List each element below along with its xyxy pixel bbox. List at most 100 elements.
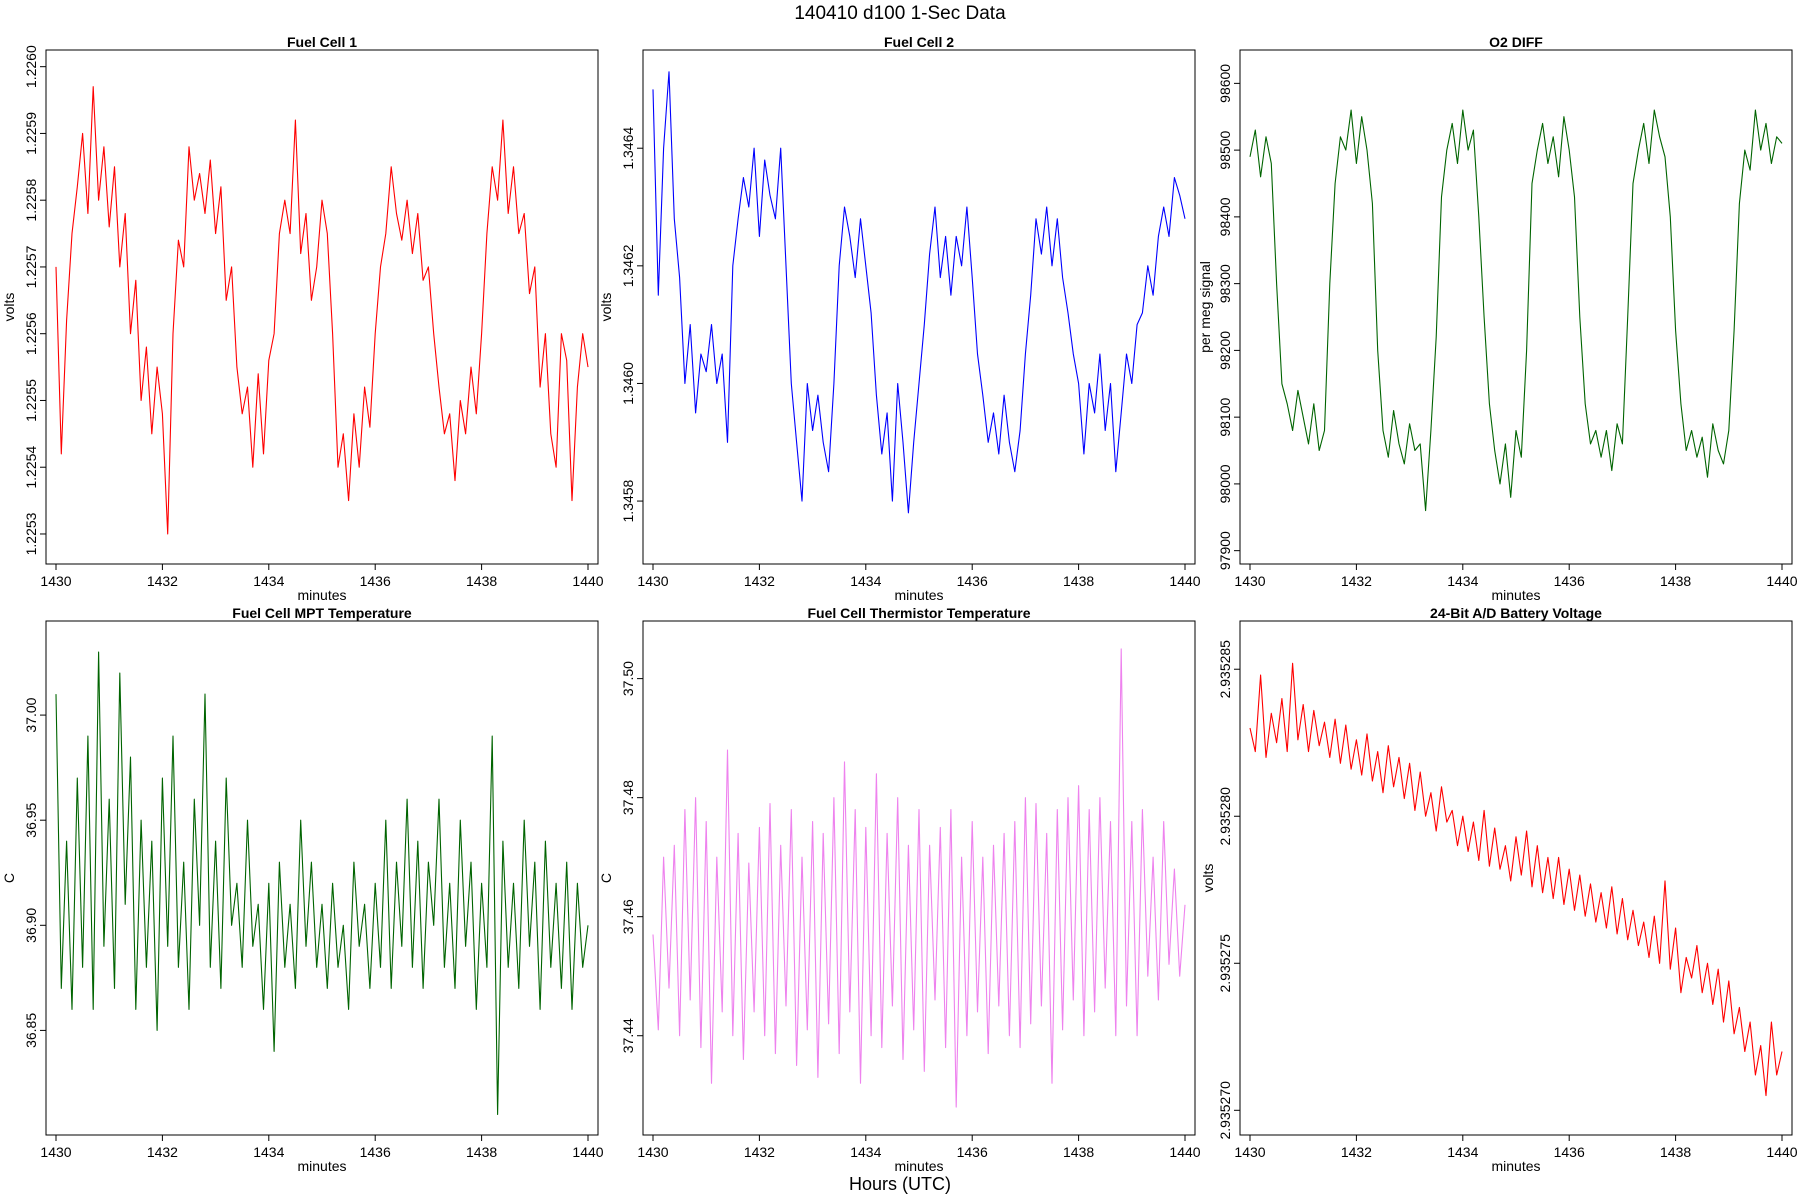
x-tick-label: 1434 bbox=[850, 573, 881, 589]
x-axis-label: minutes bbox=[894, 1158, 943, 1174]
panel-battery-voltage: 24-Bit A/D Battery Voltage minutes volts… bbox=[1200, 605, 1798, 1174]
y-tick-label: 1.3460 bbox=[620, 362, 636, 405]
x-tick-label: 1436 bbox=[957, 1144, 988, 1160]
x-tick-label: 1434 bbox=[253, 1144, 284, 1160]
y-tick-label: 36.90 bbox=[23, 908, 39, 943]
x-tick-label: 1430 bbox=[637, 1144, 668, 1160]
x-tick-label: 1440 bbox=[572, 573, 603, 589]
y-tick-group: 1.3458 1.3460 1.3462 1.3464 bbox=[620, 127, 643, 522]
x-tick-group: 1430 1432 1434 1436 1438 1440 bbox=[637, 1135, 1201, 1160]
y-tick-label: 1.3464 bbox=[620, 127, 636, 170]
y-tick-label: 37.46 bbox=[620, 899, 636, 934]
y-tick-label: 1.2253 bbox=[23, 512, 39, 555]
panel-title: 24-Bit A/D Battery Voltage bbox=[1430, 605, 1602, 621]
x-tick-label: 1436 bbox=[1554, 573, 1585, 589]
y-axis-label: C bbox=[1, 873, 17, 883]
y-tick-label: 2.935275 bbox=[1217, 934, 1233, 993]
y-tick-group: 36.85 36.90 36.95 37.00 bbox=[23, 697, 46, 1048]
y-tick-group: 2.935270 2.935275 2.935280 2.935285 bbox=[1217, 640, 1240, 1140]
y-tick-label: 98500 bbox=[1217, 130, 1233, 169]
x-tick-label: 1434 bbox=[850, 1144, 881, 1160]
x-tick-label: 1440 bbox=[1169, 573, 1200, 589]
y-tick-label: 2.935280 bbox=[1217, 787, 1233, 846]
x-axis-label: minutes bbox=[894, 587, 943, 603]
x-tick-label: 1440 bbox=[1169, 1144, 1200, 1160]
y-tick-label: 2.935270 bbox=[1217, 1081, 1233, 1140]
panel-title: Fuel Cell 1 bbox=[287, 34, 357, 50]
x-axis-label: minutes bbox=[1491, 1158, 1540, 1174]
y-tick-label: 1.2257 bbox=[23, 245, 39, 288]
x-tick-label: 1432 bbox=[147, 1144, 178, 1160]
plot-frame bbox=[642, 620, 1196, 1136]
x-tick-label: 1434 bbox=[1447, 1144, 1478, 1160]
x-tick-label: 1438 bbox=[1063, 1144, 1094, 1160]
series-line bbox=[1249, 662, 1783, 1097]
x-tick-group: 1430 1432 1434 1436 1438 1440 bbox=[40, 1135, 604, 1160]
y-tick-label: 1.2258 bbox=[23, 179, 39, 222]
y-tick-label: 37.48 bbox=[620, 780, 636, 815]
series-line bbox=[1249, 109, 1783, 512]
y-tick-label: 37.50 bbox=[620, 661, 636, 696]
x-tick-label: 1440 bbox=[1766, 1144, 1797, 1160]
plot-frame bbox=[1239, 49, 1793, 565]
x-tick-label: 1432 bbox=[1341, 1144, 1372, 1160]
x-tick-label: 1440 bbox=[572, 1144, 603, 1160]
x-tick-label: 1438 bbox=[466, 573, 497, 589]
x-tick-group: 1430 1432 1434 1436 1438 1440 bbox=[637, 564, 1201, 589]
y-axis-label: volts bbox=[1200, 864, 1216, 893]
plot-frame bbox=[1239, 620, 1793, 1136]
x-axis-label: minutes bbox=[297, 587, 346, 603]
y-tick-label: 97900 bbox=[1217, 531, 1233, 570]
x-tick-label: 1440 bbox=[1766, 573, 1797, 589]
x-tick-label: 1430 bbox=[40, 1144, 71, 1160]
y-tick-label: 1.2260 bbox=[23, 45, 39, 88]
y-tick-group: 37.44 37.46 37.48 37.50 bbox=[620, 661, 643, 1053]
y-tick-label: 37.44 bbox=[620, 1018, 636, 1053]
y-tick-label: 36.95 bbox=[23, 802, 39, 837]
y-axis-label: C bbox=[598, 873, 614, 883]
y-tick-label: 1.2255 bbox=[23, 379, 39, 422]
page-title: 140410 d100 1-Sec Data bbox=[794, 3, 1006, 24]
y-tick-label: 1.2254 bbox=[23, 446, 39, 489]
series-line bbox=[55, 86, 589, 535]
x-tick-label: 1430 bbox=[1234, 573, 1265, 589]
footer-axis-label: Hours (UTC) bbox=[849, 1174, 951, 1194]
x-tick-label: 1438 bbox=[1660, 1144, 1691, 1160]
y-tick-label: 1.3462 bbox=[620, 244, 636, 287]
x-tick-label: 1438 bbox=[1660, 573, 1691, 589]
x-tick-label: 1438 bbox=[1063, 573, 1094, 589]
x-tick-group: 1430 1432 1434 1436 1438 1440 bbox=[1234, 564, 1798, 589]
y-tick-label: 98000 bbox=[1217, 464, 1233, 503]
plot-frame bbox=[45, 49, 599, 565]
x-tick-label: 1436 bbox=[1554, 1144, 1585, 1160]
panel-fuel-cell-thermistor-temperature: Fuel Cell Thermistor Temperature minutes… bbox=[598, 605, 1201, 1174]
y-tick-label: 98100 bbox=[1217, 397, 1233, 436]
x-tick-label: 1432 bbox=[744, 1144, 775, 1160]
y-tick-label: 1.2259 bbox=[23, 112, 39, 155]
series-line bbox=[652, 648, 1186, 1108]
x-tick-label: 1434 bbox=[253, 573, 284, 589]
x-tick-label: 1430 bbox=[637, 573, 668, 589]
y-tick-label: 36.85 bbox=[23, 1013, 39, 1048]
series-line bbox=[652, 71, 1186, 514]
y-tick-label: 1.2256 bbox=[23, 312, 39, 355]
y-tick-label: 37.00 bbox=[23, 697, 39, 732]
x-tick-label: 1436 bbox=[957, 573, 988, 589]
x-tick-label: 1430 bbox=[1234, 1144, 1265, 1160]
x-tick-label: 1432 bbox=[744, 573, 775, 589]
series-line bbox=[55, 651, 589, 1116]
panel-o2-diff: O2 DIFF minutes per meg signal 97900 9800… bbox=[1197, 34, 1798, 603]
y-tick-group: 1.2253 1.2254 1.2255 1.2256 1.2257 1.2258 1.22… bbox=[23, 45, 46, 555]
y-tick-label: 98300 bbox=[1217, 264, 1233, 303]
y-axis-label: volts bbox=[1, 293, 17, 322]
plot-frame bbox=[642, 49, 1196, 565]
y-tick-label: 98400 bbox=[1217, 197, 1233, 236]
x-tick-label: 1438 bbox=[466, 1144, 497, 1160]
y-tick-label: 98200 bbox=[1217, 331, 1233, 370]
y-tick-label: 2.935285 bbox=[1217, 640, 1233, 699]
panel-title: O2 DIFF bbox=[1489, 34, 1543, 50]
panel-title: Fuel Cell MPT Temperature bbox=[232, 605, 412, 621]
x-axis-label: minutes bbox=[1491, 587, 1540, 603]
x-tick-label: 1432 bbox=[147, 573, 178, 589]
